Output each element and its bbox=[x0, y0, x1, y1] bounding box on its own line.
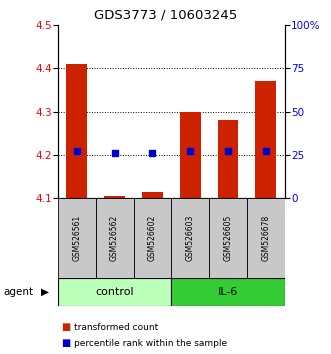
Bar bbox=[256, 81, 276, 198]
Bar bbox=[67, 64, 87, 198]
Text: GSM526562: GSM526562 bbox=[110, 215, 119, 261]
Text: GSM526561: GSM526561 bbox=[72, 215, 81, 261]
Bar bbox=[209, 198, 247, 278]
Bar bbox=[180, 112, 201, 198]
Text: percentile rank within the sample: percentile rank within the sample bbox=[74, 339, 228, 348]
Bar bbox=[171, 278, 285, 306]
Bar bbox=[96, 198, 133, 278]
Text: GSM526605: GSM526605 bbox=[223, 215, 232, 261]
Bar bbox=[171, 198, 209, 278]
Text: transformed count: transformed count bbox=[74, 323, 159, 332]
Text: GSM526603: GSM526603 bbox=[186, 215, 195, 261]
Text: IL-6: IL-6 bbox=[218, 287, 238, 297]
Bar bbox=[133, 198, 171, 278]
Bar bbox=[217, 120, 238, 198]
Bar bbox=[58, 198, 96, 278]
Text: ■: ■ bbox=[61, 322, 71, 332]
Bar bbox=[104, 196, 125, 198]
Text: control: control bbox=[95, 287, 134, 297]
Text: GSM526678: GSM526678 bbox=[261, 215, 270, 261]
Text: ■: ■ bbox=[61, 338, 71, 348]
Bar bbox=[247, 198, 285, 278]
Text: GDS3773 / 10603245: GDS3773 / 10603245 bbox=[94, 9, 237, 22]
Bar bbox=[142, 192, 163, 198]
Text: agent: agent bbox=[3, 287, 33, 297]
Bar bbox=[58, 278, 171, 306]
Text: ▶: ▶ bbox=[41, 287, 49, 297]
Text: GSM526602: GSM526602 bbox=[148, 215, 157, 261]
